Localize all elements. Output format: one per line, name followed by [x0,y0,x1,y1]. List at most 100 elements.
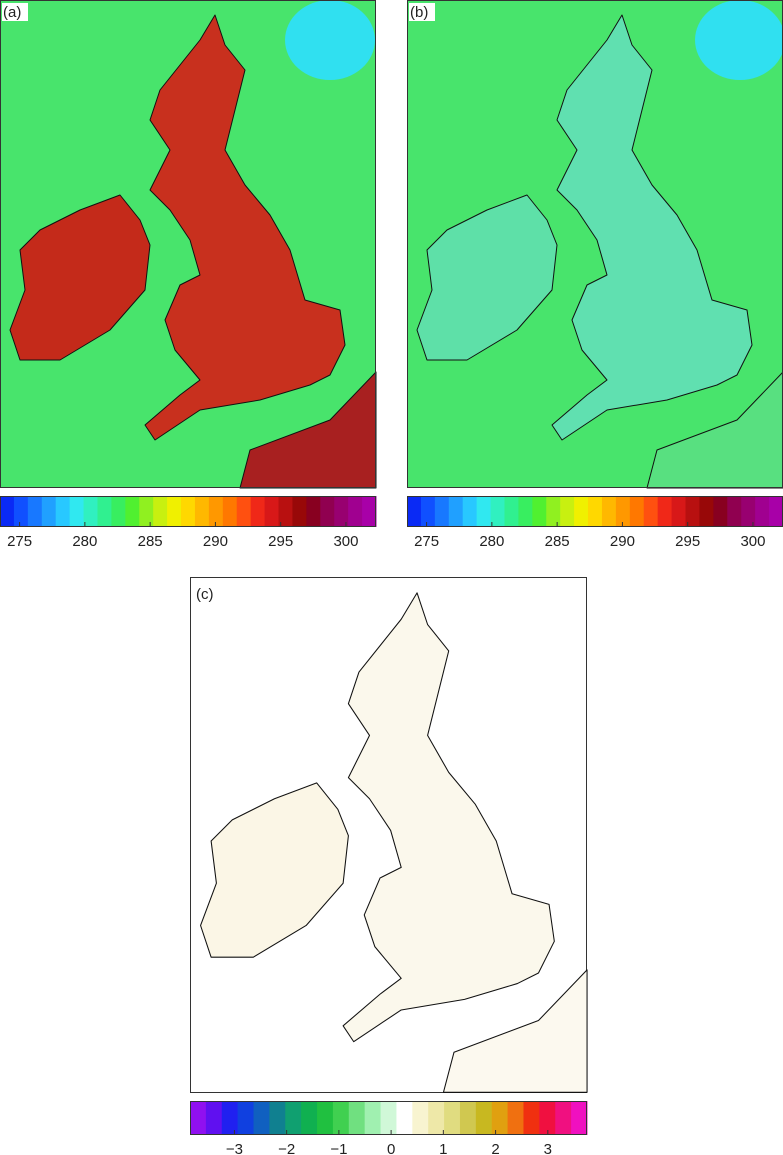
colorbar-segment [699,496,714,527]
colorbar-tick-label: −2 [278,1141,295,1155]
colorbar-segment [755,496,770,527]
colorbar-segment [55,496,71,527]
colorbar-tick-label: 275 [7,533,32,550]
colorbar-tick-label: 300 [740,533,765,550]
colorbar-segment [532,496,547,527]
colorbar-segment [41,496,57,527]
colorbar-segment [727,496,742,527]
panel-label: (b) [410,4,428,21]
colorbar-segment [97,496,112,527]
colorbar-segment [222,496,238,527]
colorbar-tick-label: 275 [414,533,439,550]
colorbar-segment [518,496,533,527]
colorbar-segment [546,496,561,527]
colorbar-segment [523,1101,540,1135]
colorbar-tick-label: 285 [138,533,163,550]
colorbar-tick-label: 0 [387,1141,395,1155]
colorbar-segment [462,496,478,527]
colorbar-segment [601,496,617,527]
colorbar-segment [269,1101,286,1135]
colorbar-tick-label: 295 [675,533,700,550]
colorbar-segment [317,1101,334,1135]
colorbar-segment [364,1101,382,1135]
colorbar-segment [685,496,700,527]
panel-b: (b) [407,0,783,489]
colorbar-segment [301,1101,318,1135]
colorbar-segment [407,496,422,527]
colorbars: 275 280 285 290 295 300 275 280 285 290 295 300 −3 −2… [0,496,783,1155]
colorbar-segment [741,496,756,527]
colorbar-segment [615,496,631,527]
colorbar-segment [334,496,349,527]
colorbar-segment [111,496,126,527]
colorbar-segment [306,496,321,527]
colorbar-segment [629,496,645,527]
colorbar-segment [560,496,575,527]
colorbar-segment [380,1101,397,1135]
colorbar-segment [69,496,85,527]
colorbar-tick-label: 2 [491,1141,499,1155]
colorbar-segment [504,496,519,527]
colorbar-frame [190,1101,587,1135]
colorbar-segment [139,496,154,527]
colorbar-segment [491,1101,509,1135]
colorbar-segment [190,1101,207,1135]
colorbar-segment [332,1101,350,1135]
colorbar-segment [476,496,492,527]
colorbar-segment [278,496,293,527]
colorbar-segment [539,1101,556,1135]
colorbar-tick-label: 1 [439,1141,447,1155]
colorbar-segment [125,496,140,527]
colorbar-tick-label: 280 [479,533,504,550]
colorbar-segment [208,496,224,527]
colorbar-tick-label: 3 [544,1141,552,1155]
colorbar-segment [396,1101,413,1135]
colorbar-segment [348,1101,366,1135]
colorbar-segment [221,1101,239,1135]
panel-a: (a) [0,0,377,489]
colorbar-segment [475,1101,493,1135]
colorbar-segment [285,1101,302,1135]
colorbar-frame [0,496,376,527]
cool-region [285,0,375,80]
colorbar-tick-label: 290 [203,533,228,550]
colorbar-segment [83,496,98,527]
colorbar-segment [434,496,450,527]
colorbar-segment [555,1101,572,1135]
colorbar-segment [13,496,29,527]
colorbar-tick-label: 295 [268,533,293,550]
colorbar-segment [671,496,687,527]
colorbar-tick-label: 290 [610,533,635,550]
label-box [2,3,28,21]
colorbar-segment [428,1101,445,1135]
colorbar-segment [250,496,266,527]
colorbar-segment [507,1101,524,1135]
colorbar-tick-label: 280 [72,533,97,550]
colorbar-segment [448,496,464,527]
panel-label: (a) [3,4,21,21]
colorbar-segment [153,496,168,527]
colorbar-segment [574,496,589,527]
colorbar-tick-label: −3 [226,1141,243,1155]
colorbar-segment [237,1101,255,1135]
colorbar-segment [236,496,252,527]
colorbar-segment [348,496,363,527]
map-frame [0,0,376,488]
colorbar-segment [412,1101,429,1135]
colorbar-segment [571,1101,588,1135]
colorbar-segment [643,496,659,527]
colorbar-segment [27,496,43,527]
colorbar-segment [713,496,728,527]
panel-label: (c) [196,586,214,603]
colorbar-tick-label: 300 [333,533,358,550]
colorbar-segment [459,1101,477,1135]
cool-region [695,0,783,80]
colorbar-segment [167,496,182,527]
colorbar-segment [362,496,377,527]
colorbar-segment [194,496,210,527]
colorbar-tick-label: 285 [545,533,570,550]
colorbar-segment [181,496,196,527]
colorbar-segment [588,496,603,527]
colorbar-segment [444,1101,461,1135]
